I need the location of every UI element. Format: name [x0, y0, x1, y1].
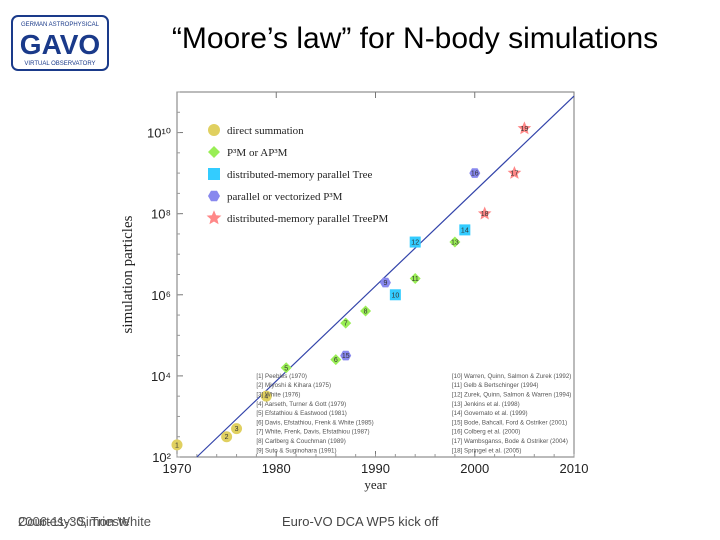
data-point-label: 13	[451, 240, 459, 247]
data-point	[517, 121, 532, 135]
data-point	[507, 166, 522, 179]
reference-right: [11] Gelb & Bertschinger (1994)	[452, 382, 539, 389]
data-point-label: 16	[471, 171, 479, 178]
data-point-label: 1	[175, 442, 179, 449]
x-axis-label: year	[364, 477, 387, 492]
legend-marker	[206, 210, 222, 225]
gavo-logo: GERMAN ASTROPHYSICAL GAVO VIRTUAL OBSERV…	[10, 14, 110, 72]
legend-label: parallel or vectorized P³M	[227, 191, 343, 203]
reference-left: [2] Miyoshi & Kihara (1975)	[256, 382, 331, 389]
legend-marker	[208, 190, 220, 202]
data-point-label: 17	[511, 171, 519, 178]
data-point	[449, 236, 461, 248]
data-point	[260, 390, 272, 402]
x-tick-label: 2000	[460, 461, 489, 476]
data-point-label: 4	[264, 394, 268, 401]
data-point	[340, 317, 352, 329]
reference-right: [16] Colberg et al. (2000)	[452, 429, 520, 436]
data-point	[459, 224, 471, 236]
reference-right: [17] Wambsganss, Bode & Ostriker (2004)	[452, 438, 568, 445]
reference-right: [13] Jenkins et al. (1998)	[452, 401, 520, 408]
slide-title: “Moore’s law” for N-body simulations	[171, 22, 659, 55]
x-tick-label: 1990	[361, 461, 390, 476]
data-point	[379, 277, 391, 288]
legend-label: direct summation	[227, 125, 304, 137]
reference-right: [14] Governato et al. (1999)	[452, 410, 528, 417]
data-point	[221, 431, 233, 443]
data-point-label: 2	[225, 434, 229, 441]
data-point	[280, 362, 292, 374]
logo-main-text: GAVO	[20, 29, 100, 60]
reference-left: [3] White (1976)	[256, 392, 300, 399]
data-point	[360, 305, 372, 317]
y-tick-label: 10⁶	[151, 288, 171, 303]
logo-top-text: GERMAN ASTROPHYSICAL	[21, 22, 100, 28]
y-tick-label: 10¹⁰	[147, 126, 171, 141]
data-point-label: 9	[383, 280, 387, 287]
data-point	[409, 236, 421, 248]
x-tick-label: 1980	[262, 461, 291, 476]
data-point	[171, 439, 183, 451]
moores-law-chart: 1970 1980 1990 2000 2010 10² 10⁴ 10⁶ 10⁸ 10¹⁰ year…	[112, 82, 592, 502]
footer-date: 2006-11-30, Trieste	[18, 514, 130, 529]
legend-label: P³M or AP³M	[227, 147, 288, 159]
reference-left: [5] Efstathiou & Eastwood (1981)	[256, 410, 346, 417]
data-point-label: 8	[364, 309, 368, 316]
x-tick-label: 1970	[163, 461, 192, 476]
footer-center: Euro-VO DCA WP5 kick off	[282, 514, 439, 529]
data-point-label: 11	[412, 276, 419, 283]
data-point-label: 5	[284, 365, 288, 372]
reference-right: [10] Warren, Quinn, Salmon & Zurek (1992…	[452, 373, 571, 380]
y-tick-label: 10²	[152, 450, 171, 465]
data-point	[477, 206, 492, 220]
reference-left: [9] Suto & Suginohara (1991)	[256, 447, 336, 454]
data-point-label: 18	[481, 211, 489, 218]
data-point	[330, 354, 342, 366]
data-point-label: 10	[391, 292, 399, 299]
trend-line	[196, 95, 575, 458]
data-point-label: 7	[344, 321, 348, 328]
reference-left: [7] White, Frenk, Davis, Efstathiou (198…	[256, 429, 369, 436]
data-point	[409, 273, 421, 285]
data-point-label: 15	[342, 353, 350, 360]
legend-label: distributed-memory parallel TreePM	[227, 213, 389, 225]
data-point-label: 14	[461, 227, 469, 234]
data-point	[340, 350, 352, 361]
legend-marker	[208, 146, 220, 158]
reference-right: [18] Springel et al. (2005)	[452, 447, 521, 454]
reference-left: [6] Davis, Efstathiou, Frenk & White (19…	[256, 419, 373, 426]
data-point-label: 19	[520, 126, 528, 133]
reference-left: [1] Peebles (1970)	[256, 373, 307, 380]
chart-svg: 1970 1980 1990 2000 2010 10² 10⁴ 10⁶ 10⁸ 10¹⁰ year…	[120, 91, 589, 492]
data-point	[469, 168, 481, 178]
legend-label: distributed-memory parallel Tree	[227, 169, 373, 181]
reference-right: [15] Bode, Bahcall, Ford & Ostriker (200…	[452, 419, 567, 426]
x-tick-label: 2010	[560, 461, 589, 476]
data-point	[231, 423, 243, 435]
legend-marker	[208, 168, 220, 180]
data-point-label: 6	[334, 357, 338, 364]
y-tick-label: 10⁴	[151, 369, 171, 384]
logo-bottom-text: VIRTUAL OBSERVATORY	[24, 61, 95, 67]
data-point	[389, 289, 401, 301]
footer-courtesy: Courtesy: Simon White	[18, 514, 151, 529]
reference-left: [4] Aarseth, Turner & Gott (1979)	[256, 401, 346, 408]
gavo-logo-graphic: GERMAN ASTROPHYSICAL GAVO VIRTUAL OBSERV…	[11, 15, 109, 71]
y-axis-label: simulation particles	[120, 215, 136, 333]
reference-right: [12] Zurek, Quinn, Salmon & Warren (1994…	[452, 392, 571, 399]
legend-marker	[208, 124, 220, 136]
y-tick-label: 10⁸	[151, 207, 171, 222]
data-point-label: 3	[235, 426, 239, 433]
data-point-label: 12	[411, 240, 419, 247]
reference-left: [8] Carlberg & Couchman (1989)	[256, 438, 345, 445]
